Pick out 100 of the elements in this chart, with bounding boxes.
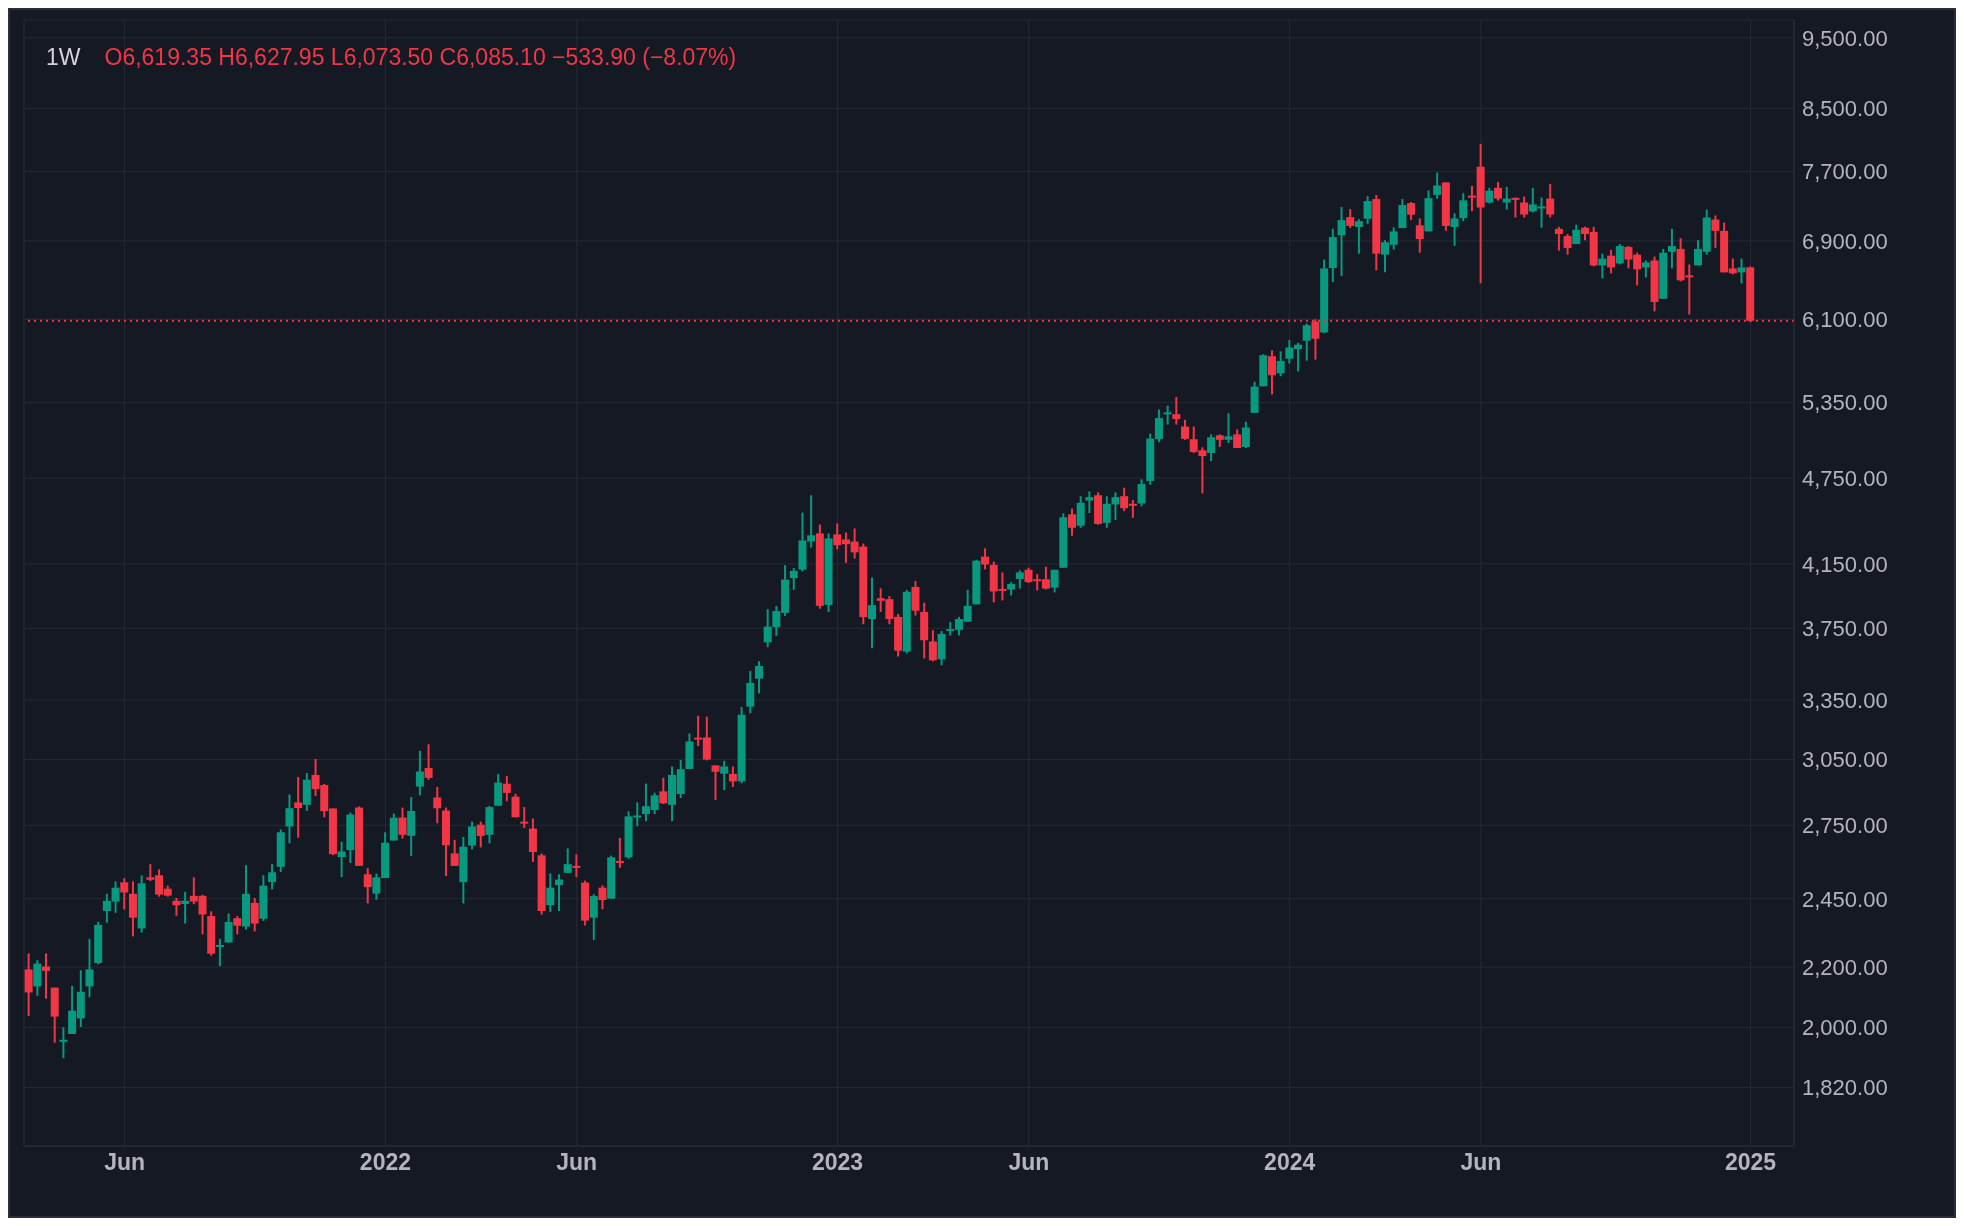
candlestick [120,877,129,911]
candlestick [1354,218,1363,255]
candlestick [1233,428,1242,449]
candlestick [563,847,572,874]
candlestick [1398,198,1407,230]
candlestick [1102,495,1111,529]
candlestick [528,817,537,863]
candlestick [1494,181,1503,202]
y-tick-label: 8,500.00 [1802,96,1888,122]
candlestick [1163,404,1172,426]
candlestick [502,775,511,803]
candlestick [233,915,242,936]
candlestick [1433,171,1442,200]
candlestick [59,1026,68,1060]
candlestick [763,608,772,649]
candlestick [1615,243,1624,266]
candlestick [1276,350,1285,378]
candlestick [728,765,737,789]
candlestick [1563,232,1572,256]
candlestick [468,820,477,851]
candlestick [1607,248,1616,275]
candlestick [181,890,190,925]
candlestick [1363,195,1372,225]
candlestick [1207,433,1216,462]
candlestick [546,872,555,913]
candlestick [555,873,563,913]
candlestick [1502,185,1511,211]
candlestick [1337,206,1346,278]
candlestick [1737,257,1746,285]
y-tick-label: 9,500.00 [1802,25,1888,51]
y-tick-label: 5,350.00 [1802,390,1888,416]
candlestick [789,567,798,591]
y-tick-label: 7,700.00 [1802,159,1888,185]
y-tick-label: 6,100.00 [1802,307,1888,333]
candlestick [450,838,459,867]
candlestick [1154,408,1163,444]
y-tick-label: 3,350.00 [1802,687,1888,713]
x-tick-label: Jun [1008,1149,1050,1176]
candlestick [1172,396,1181,426]
candlestick [33,959,42,997]
candlestick [1554,225,1563,252]
candlestick [1015,569,1024,590]
candlestick [711,764,720,801]
candlestick [285,793,294,845]
candlestick [42,952,51,1000]
y-tick-label: 2,450.00 [1802,886,1888,912]
candlestick [1415,217,1424,254]
candlestick [398,806,407,840]
candlestick [1067,507,1076,537]
candlestick [424,743,433,781]
candlestick [1224,412,1233,444]
y-tick-label: 4,750.00 [1802,465,1888,491]
candlestick [720,759,729,792]
candlestick [981,547,990,571]
candlestick [476,820,485,849]
candlestick [1111,491,1120,521]
candlestick [1241,420,1250,449]
candlestick [415,749,424,797]
text: O6,619.35 H6,627.95 L6,073.50 C6,085.10 −533.90 (−8.07%) [104,44,737,70]
candlestick [1302,322,1311,362]
candlestick [1267,349,1276,396]
candlestick [659,776,668,805]
candlestick [24,952,33,1017]
candlestick [911,580,920,617]
x-tick-label: 2022 [359,1149,412,1176]
candlestick [363,867,372,905]
candlestick [1711,214,1720,249]
x-tick-label: Jun [1460,1149,1502,1176]
text: 1W [46,44,81,70]
candlestick [1076,495,1085,529]
candlestick [433,786,442,825]
x-tick-label: Jun [556,1149,598,1176]
candlestick [598,884,607,911]
candlestick [1667,227,1676,270]
candlestick [389,812,398,842]
x-tick-label: 2025 [1724,1149,1777,1176]
candlestick [1346,208,1355,230]
candlestick [746,669,755,715]
candlestick [224,912,233,944]
candlestick [868,576,877,650]
y-tick-label: 4,150.00 [1802,551,1888,577]
candlestick [250,896,259,933]
candlestick [754,660,763,695]
candlestick [337,840,346,879]
y-tick-label: 2,200.00 [1802,954,1888,980]
candlestick [520,806,529,830]
candlestick [1137,478,1146,508]
candlestick [1181,418,1190,441]
candlestick [494,773,503,807]
candlestick [572,853,581,879]
candlestick [928,629,937,663]
y-tick-label: 1,820.00 [1802,1075,1888,1101]
candlestick [1407,201,1416,222]
candlestick [128,880,137,938]
y-tick-label: 2,000.00 [1802,1015,1888,1041]
x-tick-label: 2023 [811,1149,864,1176]
candlestick [1450,212,1459,247]
candlestick [294,775,303,839]
candlestick [1546,182,1555,219]
candlestick [1520,195,1529,219]
